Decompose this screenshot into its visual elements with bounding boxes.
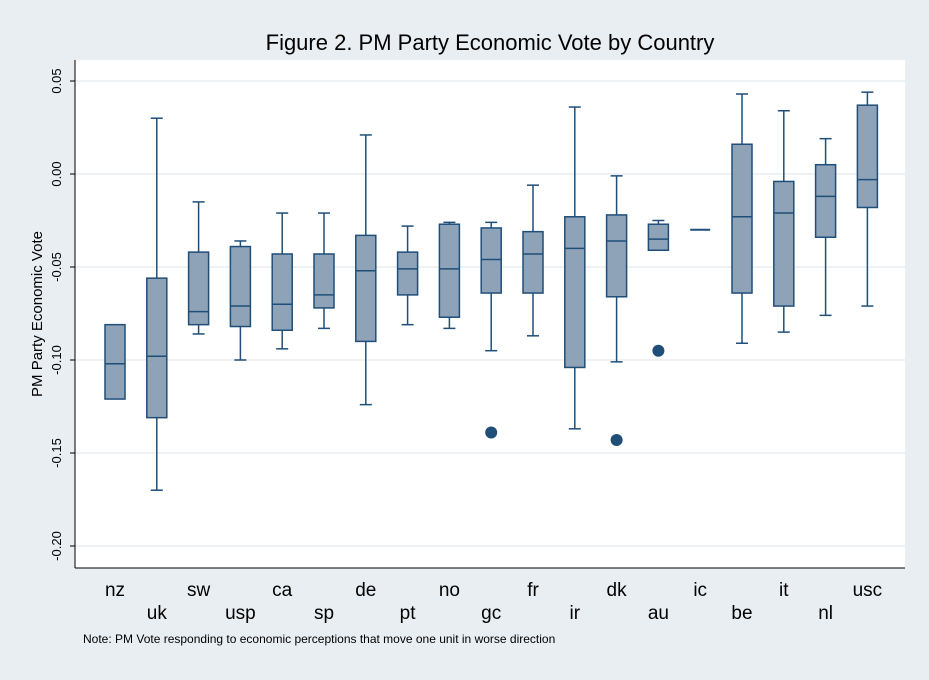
- y-tick-label: -0.10: [49, 345, 64, 375]
- box-iqr: [396, 251, 419, 296]
- x-category-label: usp: [225, 603, 256, 624]
- y-tick-label: 0.05: [49, 68, 64, 93]
- x-category-label: ir: [570, 603, 581, 624]
- box-iqr: [146, 277, 168, 419]
- box-au: [647, 219, 670, 357]
- box-sp: [313, 212, 335, 330]
- x-category-label: pt: [400, 603, 417, 624]
- x-category-label: nl: [818, 603, 833, 624]
- box-iqr: [605, 214, 628, 298]
- x-category-label: de: [355, 580, 376, 601]
- outlier-point: [652, 344, 665, 357]
- x-category-label: uk: [147, 603, 168, 624]
- outlier-point: [610, 433, 623, 446]
- box-iqr: [355, 234, 377, 343]
- box-uk: [146, 117, 168, 491]
- x-category-label: dk: [607, 580, 628, 601]
- x-category-label: be: [731, 603, 752, 624]
- box-iqr: [814, 163, 837, 238]
- box-iqr: [438, 223, 461, 318]
- box-iqr: [731, 143, 753, 294]
- y-tick-label: -0.20: [49, 531, 64, 561]
- box-nz: [104, 323, 126, 400]
- x-category-label: ca: [272, 580, 293, 601]
- box-dk: [605, 175, 628, 446]
- box-iqr: [647, 223, 670, 252]
- box-ir: [564, 106, 586, 430]
- box-iqr: [271, 253, 293, 331]
- x-category-label: no: [439, 580, 460, 601]
- box-iqr: [564, 216, 586, 369]
- box-usp: [229, 240, 252, 361]
- box-it: [773, 110, 795, 333]
- box-iqr: [313, 253, 335, 309]
- chart-title: Figure 2. PM Party Economic Vote by Coun…: [266, 30, 715, 55]
- x-category-label: sp: [314, 603, 334, 624]
- box-usc: [856, 91, 879, 307]
- box-iqr: [773, 180, 795, 307]
- box-nl: [814, 137, 837, 317]
- x-category-label: it: [779, 580, 789, 601]
- chart-note: Note: PM Vote responding to economic per…: [83, 632, 555, 646]
- y-tick-label: 0.00: [49, 161, 64, 186]
- x-category-label: au: [648, 603, 669, 624]
- x-category-label: ic: [693, 580, 707, 601]
- x-category-label: usc: [853, 580, 883, 601]
- y-axis-title: PM Party Economic Vote: [29, 231, 46, 397]
- box-ca: [271, 212, 293, 350]
- box-iqr: [229, 245, 252, 328]
- y-tick-label: -0.05: [49, 252, 64, 282]
- box-series: [104, 91, 879, 491]
- box-iqr: [856, 104, 879, 209]
- x-category-label: gc: [481, 603, 501, 624]
- box-pt: [396, 225, 419, 326]
- box-no: [438, 221, 461, 330]
- outlier-point: [485, 426, 498, 439]
- box-be: [731, 93, 753, 345]
- box-iqr: [104, 323, 126, 400]
- x-category-label: fr: [527, 580, 539, 601]
- y-tick-label: -0.15: [49, 438, 64, 468]
- y-axis-ticks: 0.05 0.00 -0.05 -0.10 -0.15 -0.20: [49, 68, 75, 561]
- plot-background: [75, 60, 905, 568]
- box-gc: [480, 221, 502, 439]
- x-category-label: sw: [187, 580, 211, 601]
- box-iqr: [480, 227, 502, 294]
- box-fr: [522, 184, 544, 337]
- box-sw: [187, 201, 210, 335]
- x-category-label: nz: [105, 580, 125, 601]
- box-iqr: [522, 230, 544, 294]
- box-de: [355, 134, 377, 406]
- box-iqr: [187, 251, 210, 326]
